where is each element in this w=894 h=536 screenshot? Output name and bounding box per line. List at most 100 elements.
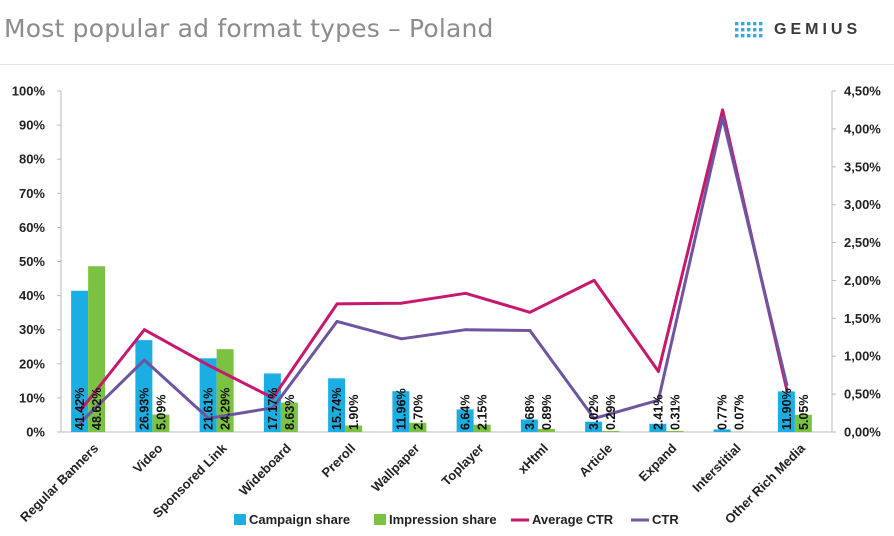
impression-share-bar: [152, 414, 170, 432]
x-category-label: Article: [576, 441, 615, 480]
average-ctr-point: [656, 369, 660, 373]
gemius-logo: GEMIUS: [734, 18, 861, 42]
ctr-point: [142, 358, 146, 362]
average-ctr-point: [142, 328, 146, 332]
y-tick-label: 60%: [19, 220, 45, 235]
campaign-share-data-label: 6.64%: [459, 395, 473, 430]
campaign-share-bar: [263, 373, 281, 432]
ctr-point: [207, 416, 211, 420]
y-tick-label: 10%: [19, 390, 45, 405]
legend-impression-share-label: Impression share: [389, 512, 497, 527]
y2-tick-label: 4,50%: [844, 84, 881, 99]
campaign-share-data-label: 17.17%: [266, 388, 280, 430]
x-category-label: Expand: [636, 440, 680, 484]
x-category-label: Preroll: [319, 441, 359, 481]
logo-dot: [747, 22, 751, 26]
y2-tick-label: 2,50%: [844, 235, 881, 250]
y-tick-label: 40%: [19, 288, 45, 303]
logo-dot: [759, 28, 763, 32]
y-tick-label: 50%: [19, 254, 45, 269]
x-category-label: Interstitial: [689, 441, 744, 496]
legend-campaign-share-label: Campaign share: [249, 512, 350, 527]
y2-tick-label: 1,50%: [844, 311, 881, 326]
campaign-share-bar: [328, 378, 346, 432]
campaign-share-bar: [777, 391, 795, 432]
y-tick-label: 100%: [12, 84, 46, 99]
campaign-share-data-label: 3.68%: [523, 395, 537, 430]
impression-share-bar: [88, 266, 106, 432]
ctr-point: [656, 398, 660, 402]
ctr-point: [592, 416, 596, 420]
logo-dot: [753, 34, 757, 38]
campaign-share-bar: [71, 290, 89, 432]
impression-share-data-label: 24.29%: [219, 388, 233, 430]
campaign-share-bar: [649, 423, 667, 432]
impression-share-data-label: 0.29%: [604, 395, 618, 430]
impression-share-data-label: 5.09%: [154, 395, 168, 430]
x-category-label: Wideboard: [236, 440, 294, 498]
legend-ctr-label: CTR: [652, 512, 679, 527]
y2-tick-label: 3,50%: [844, 159, 881, 174]
logo-dot: [741, 22, 745, 26]
average-ctr-point: [399, 301, 403, 305]
logo-dots-icon: [735, 22, 763, 38]
y-tick-label: 0%: [26, 425, 45, 440]
y-tick-label: 20%: [19, 356, 45, 371]
logo-dot: [753, 22, 757, 26]
impression-share-data-label: 2.15%: [476, 395, 490, 430]
logo-dot: [735, 22, 739, 26]
ctr-point: [335, 319, 339, 323]
impression-share-bar: [537, 428, 555, 432]
ctr-point: [78, 421, 82, 425]
y-tick-label: 30%: [19, 322, 45, 337]
average-ctr-point: [207, 363, 211, 367]
y2-tick-label: 3,00%: [844, 197, 881, 212]
logo-dot: [747, 34, 751, 38]
logo-text: GEMIUS: [774, 21, 862, 38]
impression-share-bar: [473, 424, 491, 432]
logo-dot: [741, 34, 745, 38]
ctr-point: [721, 116, 725, 119]
impression-share-bar: [409, 422, 427, 432]
ctr-line: [79, 116, 789, 424]
legend-impression-share-swatch: [374, 514, 386, 525]
y-tick-label: 80%: [19, 152, 45, 167]
logo-dot: [759, 22, 763, 26]
ctr-point: [271, 406, 275, 410]
impression-share-bar: [602, 431, 620, 432]
average-ctr-point: [335, 302, 339, 306]
average-ctr-point: [721, 108, 725, 112]
average-ctr-point: [528, 310, 532, 314]
x-category-label: Wallpaper: [368, 441, 422, 495]
impression-share-bar: [280, 402, 298, 432]
y2-tick-label: 1,00%: [844, 349, 881, 364]
y-tick-label: 70%: [19, 186, 45, 201]
campaign-share-bar: [392, 391, 410, 432]
logo-dot: [753, 28, 757, 32]
x-category-label: Video: [130, 440, 166, 476]
campaign-share-data-label: 11.96%: [394, 388, 408, 430]
campaign-share-bar: [456, 409, 474, 432]
campaign-share-bar: [520, 419, 538, 432]
campaign-share-data-label: 21.61%: [202, 388, 216, 430]
logo-dot: [735, 28, 739, 32]
y2-tick-label: 4,00%: [844, 121, 881, 136]
campaign-share-data-label: 3.02%: [587, 395, 601, 430]
impression-share-data-label: 8.63%: [283, 395, 297, 430]
impression-share-bar: [666, 430, 684, 432]
impression-share-bar: [794, 414, 812, 432]
impression-share-data-label: 48.62%: [90, 388, 104, 430]
y2-tick-label: 2,00%: [844, 273, 881, 288]
logo-dot: [741, 28, 745, 32]
average-ctr-point: [78, 409, 82, 413]
average-ctr-point: [592, 279, 596, 282]
ctr-point: [464, 328, 468, 332]
campaign-share-data-label: 2.41%: [651, 395, 665, 430]
campaign-share-bar: [585, 421, 603, 432]
average-ctr-point: [464, 291, 468, 295]
logo-dot: [759, 34, 763, 38]
logo-dot: [735, 34, 739, 38]
x-category-label: Regular Banners: [17, 441, 101, 525]
campaign-share-data-label: 0.77%: [716, 395, 730, 430]
